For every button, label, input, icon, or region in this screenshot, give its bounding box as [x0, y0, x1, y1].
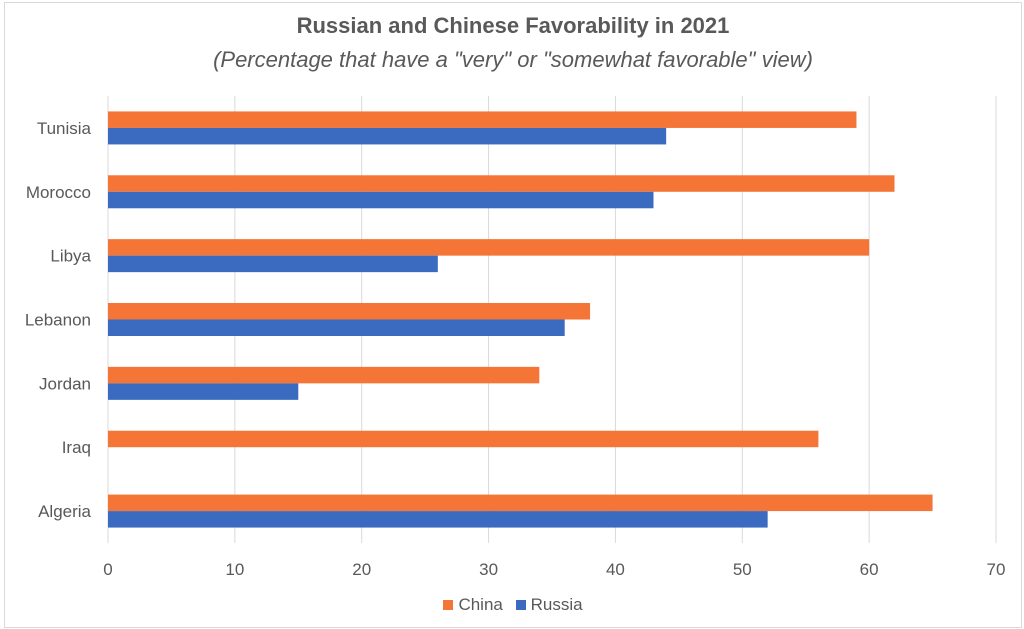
legend-label-russia: Russia: [530, 595, 583, 614]
x-tick-label: 40: [606, 560, 625, 579]
x-tick-label: 30: [479, 560, 498, 579]
x-tick-label: 0: [103, 560, 112, 579]
bars: [108, 111, 933, 528]
bar-china-lebanon: [108, 303, 591, 320]
bar-china-algeria: [108, 494, 933, 512]
y-category-label: Tunisia: [37, 119, 92, 138]
y-category-label: Algeria: [38, 502, 91, 521]
legend-item-china: China: [443, 595, 503, 615]
bar-china-libya: [108, 239, 870, 256]
chart-title: Russian and Chinese Favorability in 2021: [296, 13, 730, 38]
bar-china-tunisia: [108, 111, 857, 128]
bar-russia-jordan: [108, 383, 299, 400]
y-category-label: Libya: [50, 247, 91, 266]
bar-russia-libya: [108, 255, 438, 273]
legend-label-china: China: [458, 595, 503, 614]
bar-russia-morocco: [108, 191, 654, 209]
x-tick-label: 60: [860, 560, 879, 579]
x-tick-label: 70: [987, 560, 1006, 579]
legend-item-russia: Russia: [515, 595, 583, 615]
x-tick-label: 10: [225, 560, 244, 579]
legend-swatch-russia: [515, 600, 526, 610]
y-category-label: Lebanon: [25, 311, 91, 330]
chart-frame: Russian and Chinese Favorability in 2021…: [4, 2, 1022, 628]
y-category-label: Iraq: [62, 438, 91, 457]
y-category-label: Jordan: [39, 374, 91, 393]
legend: China Russia: [5, 595, 1021, 615]
chart-subtitle: (Percentage that have a "very" or "somew…: [213, 47, 813, 72]
bar-china-jordan: [108, 366, 540, 384]
x-tick-label: 50: [733, 560, 752, 579]
bar-china-morocco: [108, 175, 895, 192]
legend-swatch-china: [443, 600, 454, 610]
axis-labels: 0 10 20 30 40 50 60 70 Tunisia Morocco Libya Lebano…: [25, 119, 1006, 579]
bar-russia-lebanon: [108, 319, 565, 336]
bar-russia-tunisia: [108, 127, 667, 145]
bar-russia-algeria: [108, 511, 768, 528]
bar-china-iraq: [108, 430, 819, 448]
y-category-label: Morocco: [26, 183, 91, 202]
bar-chart: 0 10 20 30 40 50 60 70 Tunisia Morocco Libya Lebano…: [25, 96, 1006, 579]
x-tick-label: 20: [352, 560, 371, 579]
